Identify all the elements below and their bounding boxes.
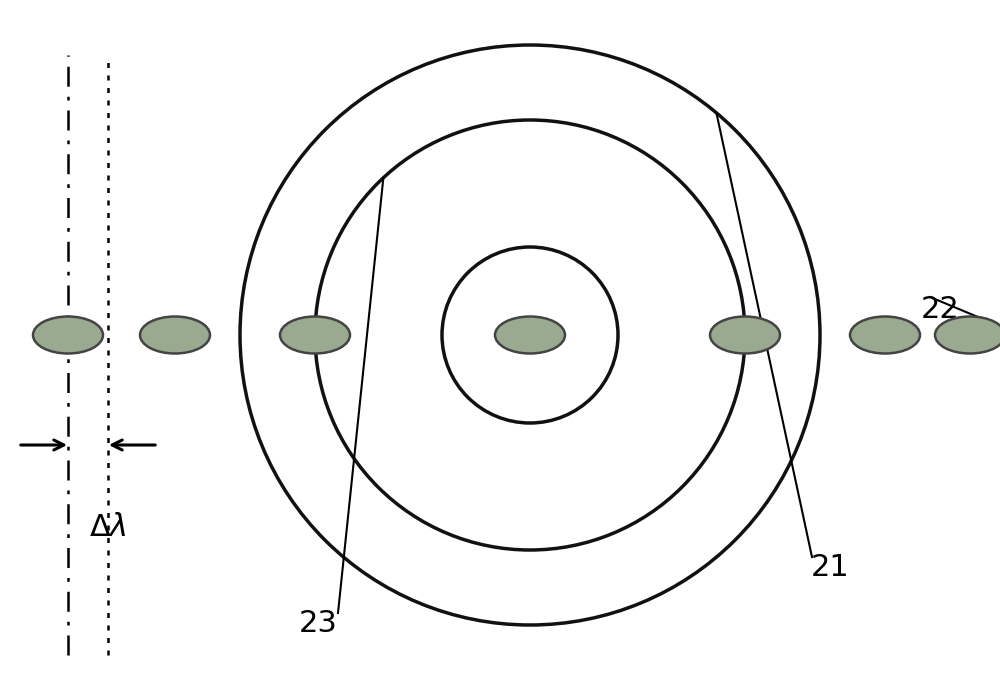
- Text: 23: 23: [299, 608, 337, 637]
- Ellipse shape: [33, 317, 103, 354]
- Text: 21: 21: [811, 553, 849, 581]
- Ellipse shape: [710, 317, 780, 354]
- Ellipse shape: [280, 317, 350, 354]
- Text: $\Delta\lambda$: $\Delta\lambda$: [89, 512, 127, 541]
- Ellipse shape: [850, 317, 920, 354]
- Text: 22: 22: [921, 296, 959, 325]
- Ellipse shape: [140, 317, 210, 354]
- Ellipse shape: [935, 317, 1000, 354]
- Ellipse shape: [495, 317, 565, 354]
